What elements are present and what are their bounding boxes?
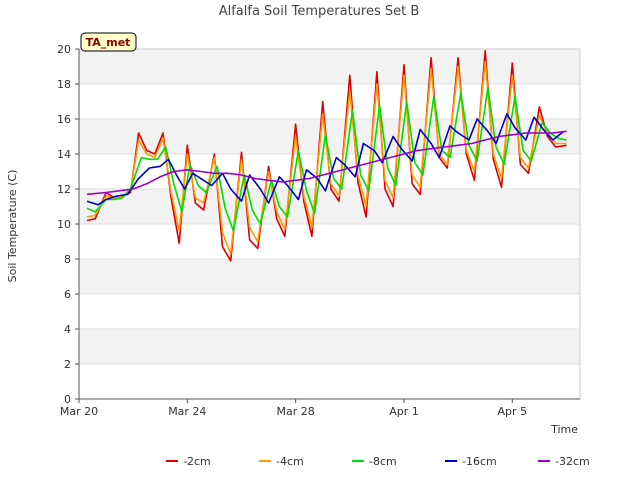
chart-title: Alfalfa Soil Temperatures Set B	[219, 4, 420, 19]
grid-band	[79, 259, 580, 294]
legend-label--8cm: -8cm	[369, 455, 397, 468]
legend-label--2cm: -2cm	[183, 455, 211, 468]
x-tick-label: Mar 24	[168, 405, 206, 418]
x-tick-label: Apr 1	[389, 405, 419, 418]
x-axis-label: Time	[550, 423, 578, 436]
tick-labels: 0 2 4 6 8 10 12 14 16 18 20 Mar 20 Mar 24 Mar 28 Apr 1…	[57, 43, 527, 418]
y-tick-label: 18	[57, 78, 71, 91]
series-line--16cm	[86, 113, 565, 206]
series-line--8cm	[86, 86, 567, 232]
y-tick-label: 10	[57, 218, 71, 231]
y-tick-label: 4	[64, 323, 71, 336]
y-tick-label: 8	[64, 253, 71, 266]
legend: -2cm -4cm -8cm -16cm -32cm	[166, 455, 590, 468]
y-tick-label: 20	[57, 43, 71, 56]
series-line--4cm	[86, 60, 567, 255]
y-tick-label: 6	[64, 288, 71, 301]
station-badge: TA_met	[80, 32, 137, 52]
x-tick-label: Mar 28	[277, 405, 315, 418]
station-badge-label: TA_met	[86, 36, 131, 49]
series-line--2cm	[86, 49, 567, 262]
x-tick-label: Apr 5	[498, 405, 528, 418]
y-axis-label: Soil Temperature (C)	[6, 170, 19, 283]
y-tick-label: 14	[57, 148, 71, 161]
legend-label--16cm: -16cm	[462, 455, 497, 468]
y-tick-label: 12	[57, 183, 71, 196]
series-layer	[86, 49, 567, 262]
y-tick-label: 16	[57, 113, 71, 126]
legend-label--4cm: -4cm	[276, 455, 304, 468]
grid-band	[79, 189, 580, 224]
x-tick-label: Mar 20	[60, 405, 98, 418]
y-tick-label: 2	[64, 358, 71, 371]
series-line--32cm	[87, 130, 567, 196]
grid-band	[79, 49, 580, 84]
y-tick-label: 0	[64, 393, 71, 406]
grid-band	[79, 329, 580, 364]
legend-label--32cm: -32cm	[555, 455, 590, 468]
